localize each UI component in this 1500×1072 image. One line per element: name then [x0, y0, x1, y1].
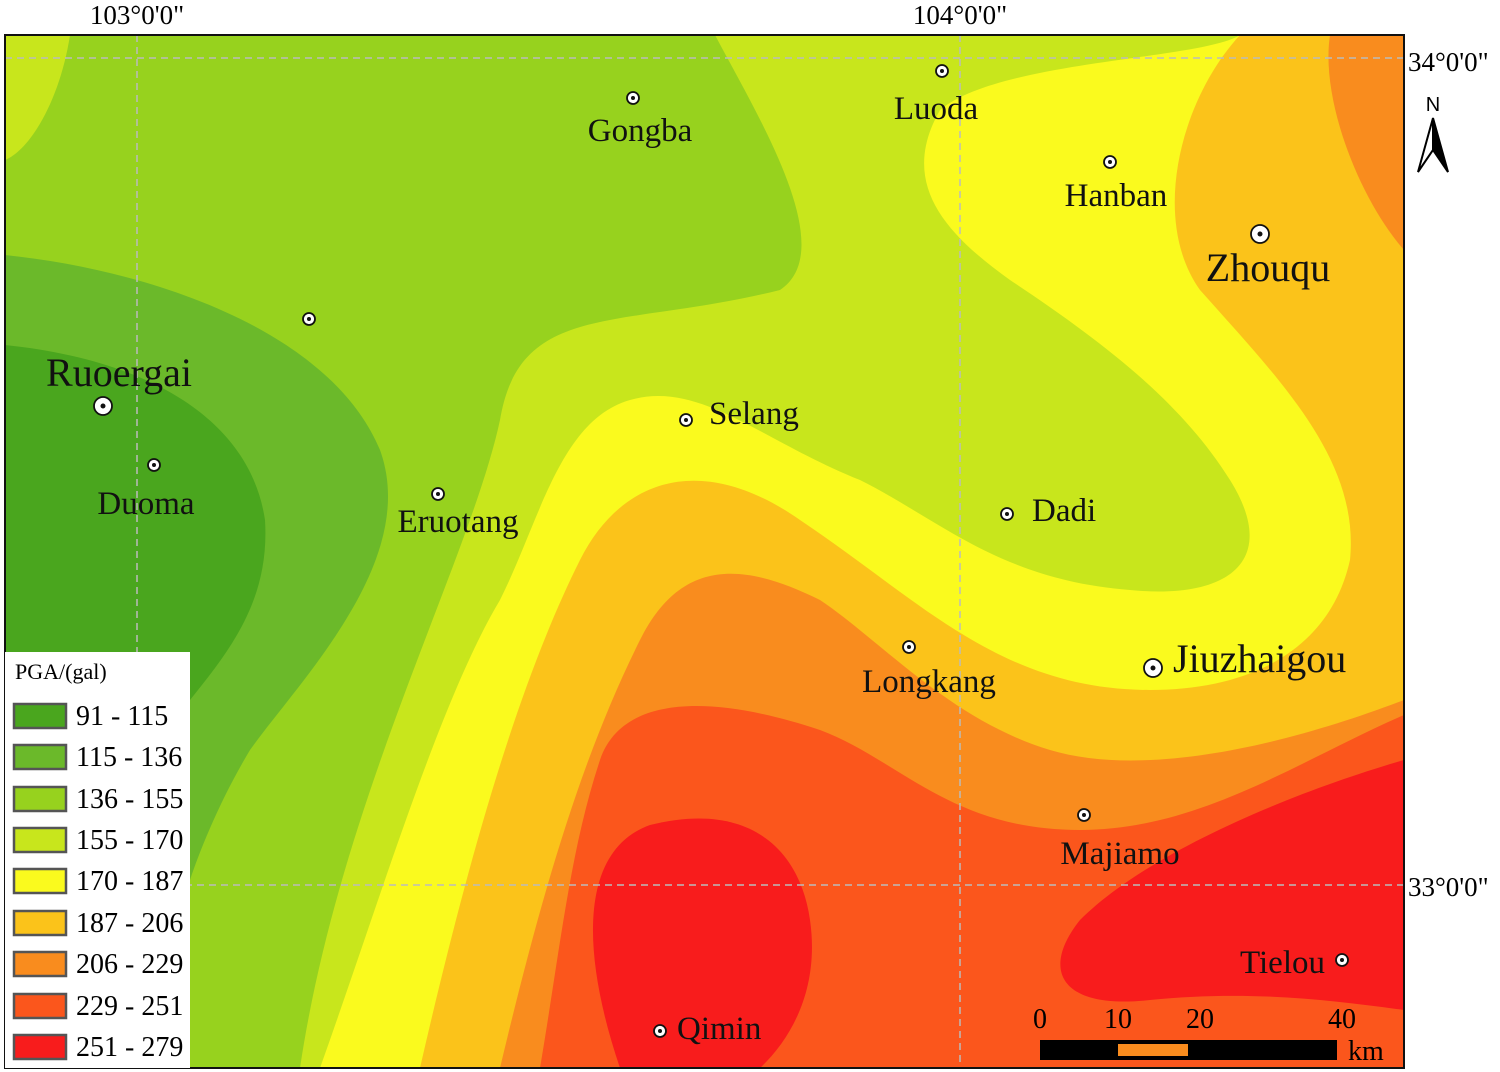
place-label: Qimin	[677, 1011, 761, 1047]
place-label: Tielou	[1240, 945, 1325, 981]
north-label: N	[1426, 94, 1440, 116]
place-label: Luoda	[894, 91, 979, 127]
scale-label: 40	[1328, 1004, 1356, 1035]
scale-unit: km	[1348, 1036, 1384, 1067]
place-label: Jiuzhaigou	[1173, 636, 1346, 681]
scale-label: 10	[1104, 1004, 1132, 1035]
legend-label: 206 - 229	[76, 949, 183, 980]
place-label: Zhouqu	[1206, 245, 1330, 290]
map-frame	[4, 34, 1405, 1069]
legend-label: 170 - 187	[76, 866, 183, 897]
place-label: Dadi	[1032, 493, 1096, 529]
place-label: Hanban	[1065, 178, 1168, 214]
legend: PGA/(gal) 91 - 115 115 - 136 136 - 155 1…	[5, 652, 190, 1068]
legend-label: 187 - 206	[76, 908, 183, 939]
scale-bar: 0 10 20 40 km	[1033, 1004, 1384, 1067]
legend-label: 229 - 251	[76, 991, 183, 1022]
place-label: Ruoergai	[46, 350, 192, 395]
longitude-label: 104°0'0"	[913, 0, 1007, 30]
legend-label: 91 - 115	[76, 701, 168, 732]
place-label: Majiamo	[1060, 836, 1179, 872]
legend-label: 115 - 136	[76, 742, 182, 773]
scale-label: 20	[1186, 1004, 1214, 1035]
pga-contours	[5, 35, 1404, 1068]
scale-label: 0	[1033, 1004, 1047, 1035]
longitude-label: 103°0'0"	[90, 0, 184, 30]
place-label: Selang	[709, 396, 799, 432]
latitude-label: 34°0'0"	[1408, 47, 1489, 77]
legend-title: PGA/(gal)	[15, 659, 107, 684]
place-label: Duoma	[97, 486, 195, 522]
place-labels: Gongba Luoda Hanban Zhouqu Ruoergai Duom…	[46, 91, 1346, 1047]
place-markers	[93, 64, 1349, 1038]
north-arrow: N	[1417, 94, 1449, 173]
legend-label: 251 - 279	[76, 1032, 183, 1063]
graticule	[5, 35, 1404, 1068]
place-label: Gongba	[588, 113, 693, 149]
legend-label: 155 - 170	[76, 825, 183, 856]
place-label: Longkang	[862, 664, 996, 700]
latitude-label: 33°0'0"	[1408, 872, 1489, 902]
legend-label: 136 - 155	[76, 784, 183, 815]
place-label: Eruotang	[398, 504, 519, 540]
